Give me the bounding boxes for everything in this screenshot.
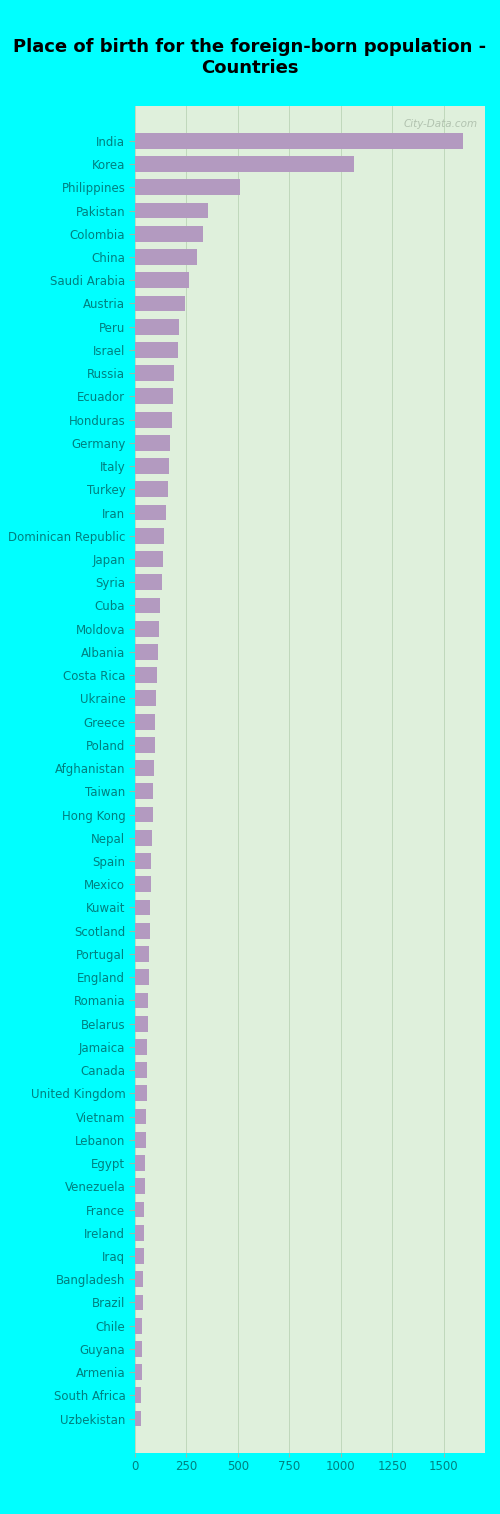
Bar bbox=[135, 295, 186, 312]
Text: Place of birth for the foreign-born population -
Countries: Place of birth for the foreign-born popu… bbox=[14, 38, 486, 77]
Bar bbox=[135, 1341, 142, 1357]
Bar bbox=[135, 319, 180, 335]
Bar bbox=[135, 877, 151, 892]
Bar bbox=[135, 830, 152, 846]
Bar bbox=[135, 760, 154, 777]
Bar bbox=[135, 528, 164, 544]
Bar bbox=[135, 969, 149, 986]
Bar bbox=[135, 459, 169, 474]
Bar bbox=[135, 1411, 141, 1426]
Bar bbox=[135, 1202, 144, 1217]
Bar bbox=[135, 1132, 145, 1148]
Bar bbox=[135, 365, 174, 382]
Bar bbox=[135, 598, 160, 613]
Bar bbox=[135, 643, 158, 660]
Bar bbox=[135, 574, 162, 590]
Bar bbox=[135, 1387, 141, 1403]
Bar bbox=[135, 156, 354, 173]
Text: City-Data.com: City-Data.com bbox=[404, 120, 478, 130]
Bar bbox=[135, 924, 150, 939]
Bar bbox=[135, 1039, 147, 1055]
Bar bbox=[135, 621, 158, 636]
Bar bbox=[135, 1248, 143, 1264]
Bar bbox=[135, 1063, 147, 1078]
Bar bbox=[135, 1016, 148, 1031]
Bar bbox=[135, 783, 153, 799]
Bar bbox=[135, 412, 172, 427]
Bar bbox=[135, 1108, 146, 1125]
Bar bbox=[135, 389, 173, 404]
Bar bbox=[135, 504, 166, 521]
Bar bbox=[135, 133, 463, 148]
Bar bbox=[135, 807, 152, 822]
Bar bbox=[135, 1178, 145, 1195]
Bar bbox=[135, 342, 178, 357]
Bar bbox=[135, 1155, 145, 1170]
Bar bbox=[135, 899, 150, 916]
Bar bbox=[135, 435, 170, 451]
Bar bbox=[135, 713, 155, 730]
Bar bbox=[135, 203, 208, 218]
Bar bbox=[135, 273, 188, 288]
Bar bbox=[135, 226, 203, 242]
Bar bbox=[135, 481, 168, 497]
Bar bbox=[135, 946, 150, 961]
Bar bbox=[135, 1294, 143, 1310]
Bar bbox=[135, 668, 156, 683]
Bar bbox=[135, 1225, 144, 1240]
Bar bbox=[135, 737, 154, 752]
Bar bbox=[135, 1317, 142, 1334]
Bar bbox=[135, 179, 240, 195]
Bar bbox=[135, 852, 152, 869]
Bar bbox=[135, 1086, 146, 1101]
Bar bbox=[135, 250, 197, 265]
Bar bbox=[135, 1272, 143, 1287]
Bar bbox=[135, 690, 156, 707]
Bar bbox=[135, 1364, 141, 1381]
Bar bbox=[135, 551, 163, 566]
Bar bbox=[135, 993, 148, 1008]
